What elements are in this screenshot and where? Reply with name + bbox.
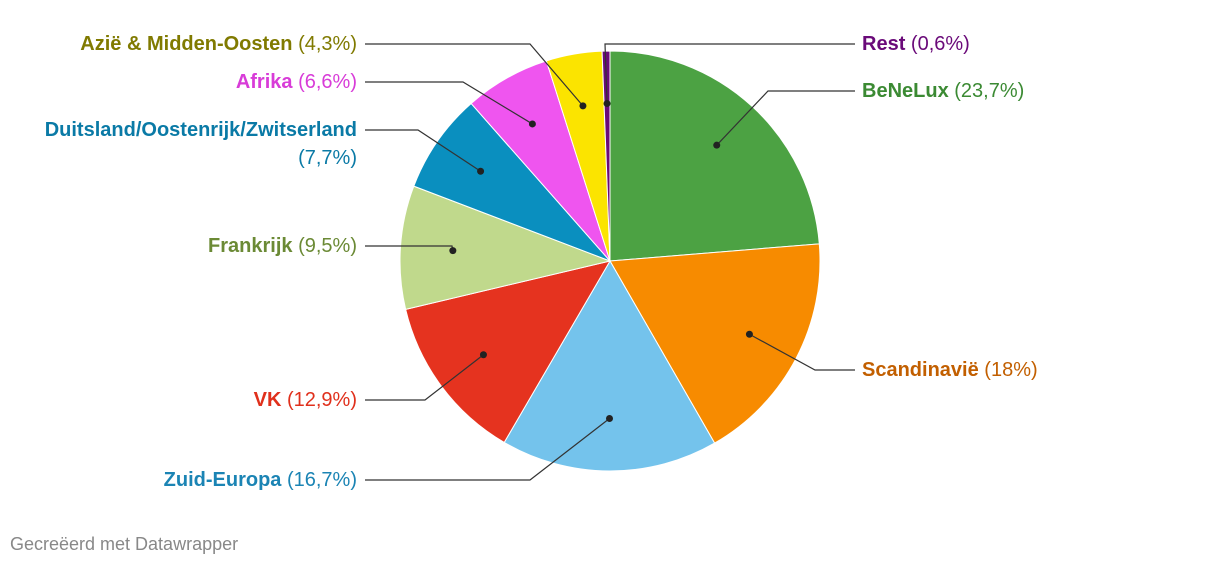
category-name: BeNeLux: [862, 80, 949, 102]
value-label: (6,6%): [298, 71, 357, 93]
category-name: Scandinavië: [862, 359, 979, 381]
value-label: (7,7%): [298, 147, 357, 169]
leader-dot: [579, 102, 587, 110]
value-label: (4,3%): [298, 33, 357, 55]
leader-line: [365, 418, 610, 481]
leader-line: [716, 90, 855, 146]
leader-dot: [713, 141, 721, 149]
pie-slice: [503, 260, 716, 472]
value-label: (9,5%): [298, 235, 357, 257]
credit: Gecreëerd met Datawrapper: [10, 534, 239, 554]
slice-label: Scandinavië (18%): [862, 356, 1038, 384]
leader-line: [365, 81, 533, 125]
slice-label: Afrika (6,6%): [7, 68, 357, 96]
pie-slice: [405, 260, 612, 444]
leader-line: [365, 43, 584, 107]
slice-label: Duitsland/Oostenrijk/Zwitserland (7,7%): [7, 116, 357, 172]
leader-dot: [528, 120, 536, 128]
leader-line: [365, 129, 481, 172]
leader-line: [365, 354, 484, 401]
leader-dot: [606, 414, 614, 422]
slice-label: Azië & Midden-Oosten (4,3%): [7, 30, 357, 58]
category-name: Rest: [862, 33, 906, 55]
category-name: Azië & Midden-Oosten: [80, 33, 293, 55]
leader-dot: [479, 351, 487, 359]
category-name: Frankrijk: [208, 235, 293, 257]
pie-slice: [413, 102, 611, 262]
value-label: (23,7%): [954, 80, 1025, 102]
leader-dot: [745, 330, 753, 338]
leader-dot: [477, 167, 485, 175]
leader-dot: [449, 247, 457, 255]
slice-label: BeNeLux (23,7%): [862, 77, 1024, 105]
category-name: VK: [253, 389, 282, 411]
slice-label: Zuid-Europa (16,7%): [7, 466, 357, 494]
value-label: (0,6%): [910, 33, 970, 55]
slice-label: Frankrijk (9,5%): [7, 232, 357, 260]
value-label: (18%): [984, 359, 1038, 381]
value-label: (16,7%): [286, 469, 357, 491]
leader-line: [604, 43, 855, 104]
pie-slice: [399, 185, 612, 310]
category-name: Afrika: [235, 71, 293, 93]
category-name: Duitsland/Oostenrijk/Zwitserland: [44, 119, 357, 141]
pie-slice: [609, 243, 821, 444]
category-name: Zuid-Europa: [163, 469, 282, 491]
value-label: (12,9%): [286, 389, 357, 411]
leader-dot: [603, 100, 611, 108]
slice-label: VK (12,9%): [7, 386, 357, 414]
slice-label: Rest (0,6%): [862, 30, 970, 58]
pie-slice: [609, 50, 820, 262]
leader-line: [749, 333, 855, 371]
